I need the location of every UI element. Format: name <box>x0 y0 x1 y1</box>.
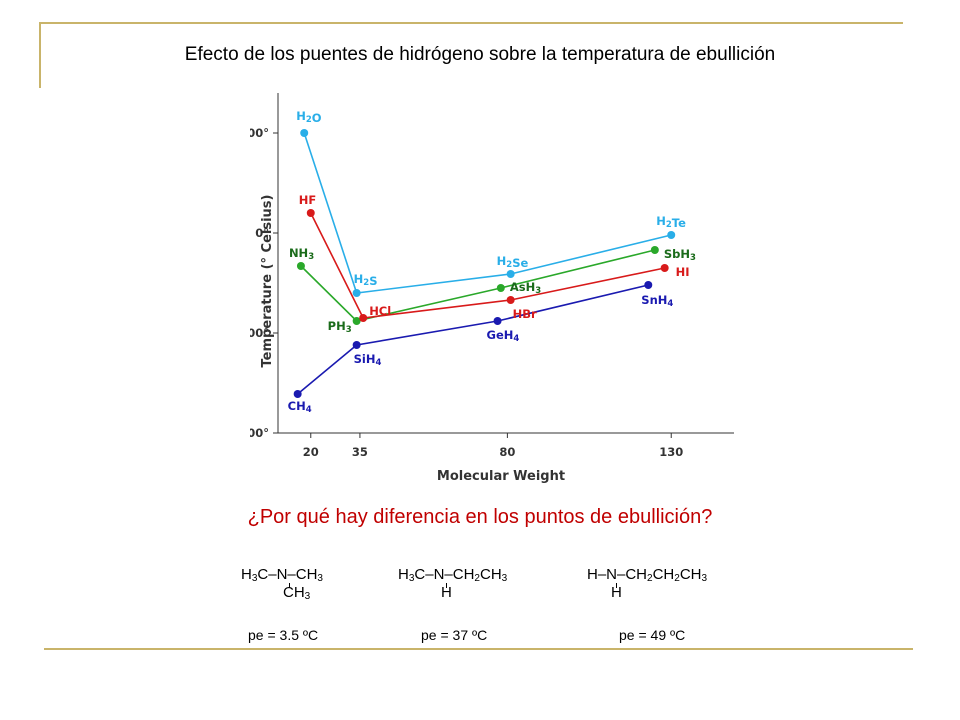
boiling-point-1: pe = 3.5 ºC <box>248 627 319 643</box>
sbh3-label: SbH3 <box>664 247 696 263</box>
hf-label: HF <box>299 193 316 207</box>
ph3-point <box>352 317 361 325</box>
ph3-label: PH3 <box>328 319 352 335</box>
group16-series-line <box>303 132 672 294</box>
decor-top-line <box>40 22 903 24</box>
group17-series-line <box>310 212 665 319</box>
hi-point <box>660 264 669 272</box>
boiling-point-chart: 100° 0° -100° -200° 20 35 80 130 Molecular Weigh… <box>250 93 734 484</box>
boiling-point-3: pe = 49 ºC <box>619 627 686 643</box>
x-tick-label: 80 <box>499 445 515 459</box>
h2se-point <box>506 270 515 278</box>
hf-point <box>306 209 315 217</box>
group15-series-line <box>300 249 656 322</box>
molecule-1-vertical-bond <box>289 583 290 588</box>
y-tick-label: -100° <box>250 326 269 340</box>
hcl-label: HCl <box>369 304 391 318</box>
molecule-3-propylamine: H–N–CH2CH2CH3 H <box>587 567 707 603</box>
ch4-label: CH4 <box>288 399 312 415</box>
y-tick-label: 0° <box>255 226 269 240</box>
ash3-label: AsH3 <box>510 280 541 296</box>
hbr-label: HBr <box>513 307 537 321</box>
hcl-point <box>359 314 368 322</box>
y-axis-title: Temperature (° Celsius) <box>260 195 275 368</box>
y-tick-label: -200° <box>250 426 269 440</box>
molecule-2-ethylmethylamine: H3C–N–CH2CH3 H <box>398 567 507 603</box>
boiling-point-2: pe = 37 ºC <box>421 627 488 643</box>
x-axis-title: Molecular Weight <box>437 469 565 484</box>
molecule-2-branch: H <box>441 584 452 601</box>
slide-question: ¿Por qué hay diferencia en los puntos de… <box>247 506 713 528</box>
group14-series-line <box>297 284 649 395</box>
nh3-label: NH3 <box>289 246 314 262</box>
geh4-label: GeH4 <box>487 328 520 344</box>
hbr-point <box>506 296 515 304</box>
sbh3-point <box>650 246 659 254</box>
h2s-point <box>352 289 361 297</box>
molecule-2-vertical-bond <box>446 583 447 588</box>
h2te-point <box>667 231 676 239</box>
molecule-3-branch: H <box>611 584 622 601</box>
slide-title: Efecto de los puentes de hidrógeno sobre… <box>184 44 776 65</box>
molecule-1-main-chain: H3C–N–CH3 <box>241 567 323 588</box>
x-tick-label: 35 <box>352 445 368 459</box>
molecule-3-vertical-bond <box>616 583 617 588</box>
molecule-2-main-chain: H3C–N–CH2CH3 <box>398 567 507 588</box>
x-tick-label: 130 <box>659 445 683 459</box>
h2se-label: H2Se <box>497 254 529 270</box>
decor-bottom-line <box>44 648 913 650</box>
h2te-label: H2Te <box>656 214 686 230</box>
h2o-label: H2O <box>296 109 322 125</box>
snh4-point <box>644 281 653 289</box>
molecule-3-main-chain: H–N–CH2CH2CH3 <box>587 567 707 588</box>
nh3-point <box>296 262 305 270</box>
geh4-point <box>493 317 502 325</box>
ash3-point <box>496 284 505 292</box>
molecule-1-branch: CH3 <box>283 584 311 602</box>
snh4-label: SnH4 <box>641 293 673 309</box>
hi-label: HI <box>676 265 690 279</box>
sih4-point <box>352 341 361 349</box>
x-tick-label: 20 <box>303 445 319 459</box>
sih4-label: SiH4 <box>354 352 382 368</box>
ch4-point <box>293 390 302 398</box>
decor-left-line <box>39 22 41 88</box>
h2s-label: H2S <box>354 272 378 288</box>
y-tick-label: 100° <box>250 126 269 140</box>
molecule-1-trimethylamine: H3C–N–CH3 CH3 <box>241 567 323 603</box>
h2o-point <box>300 129 309 137</box>
